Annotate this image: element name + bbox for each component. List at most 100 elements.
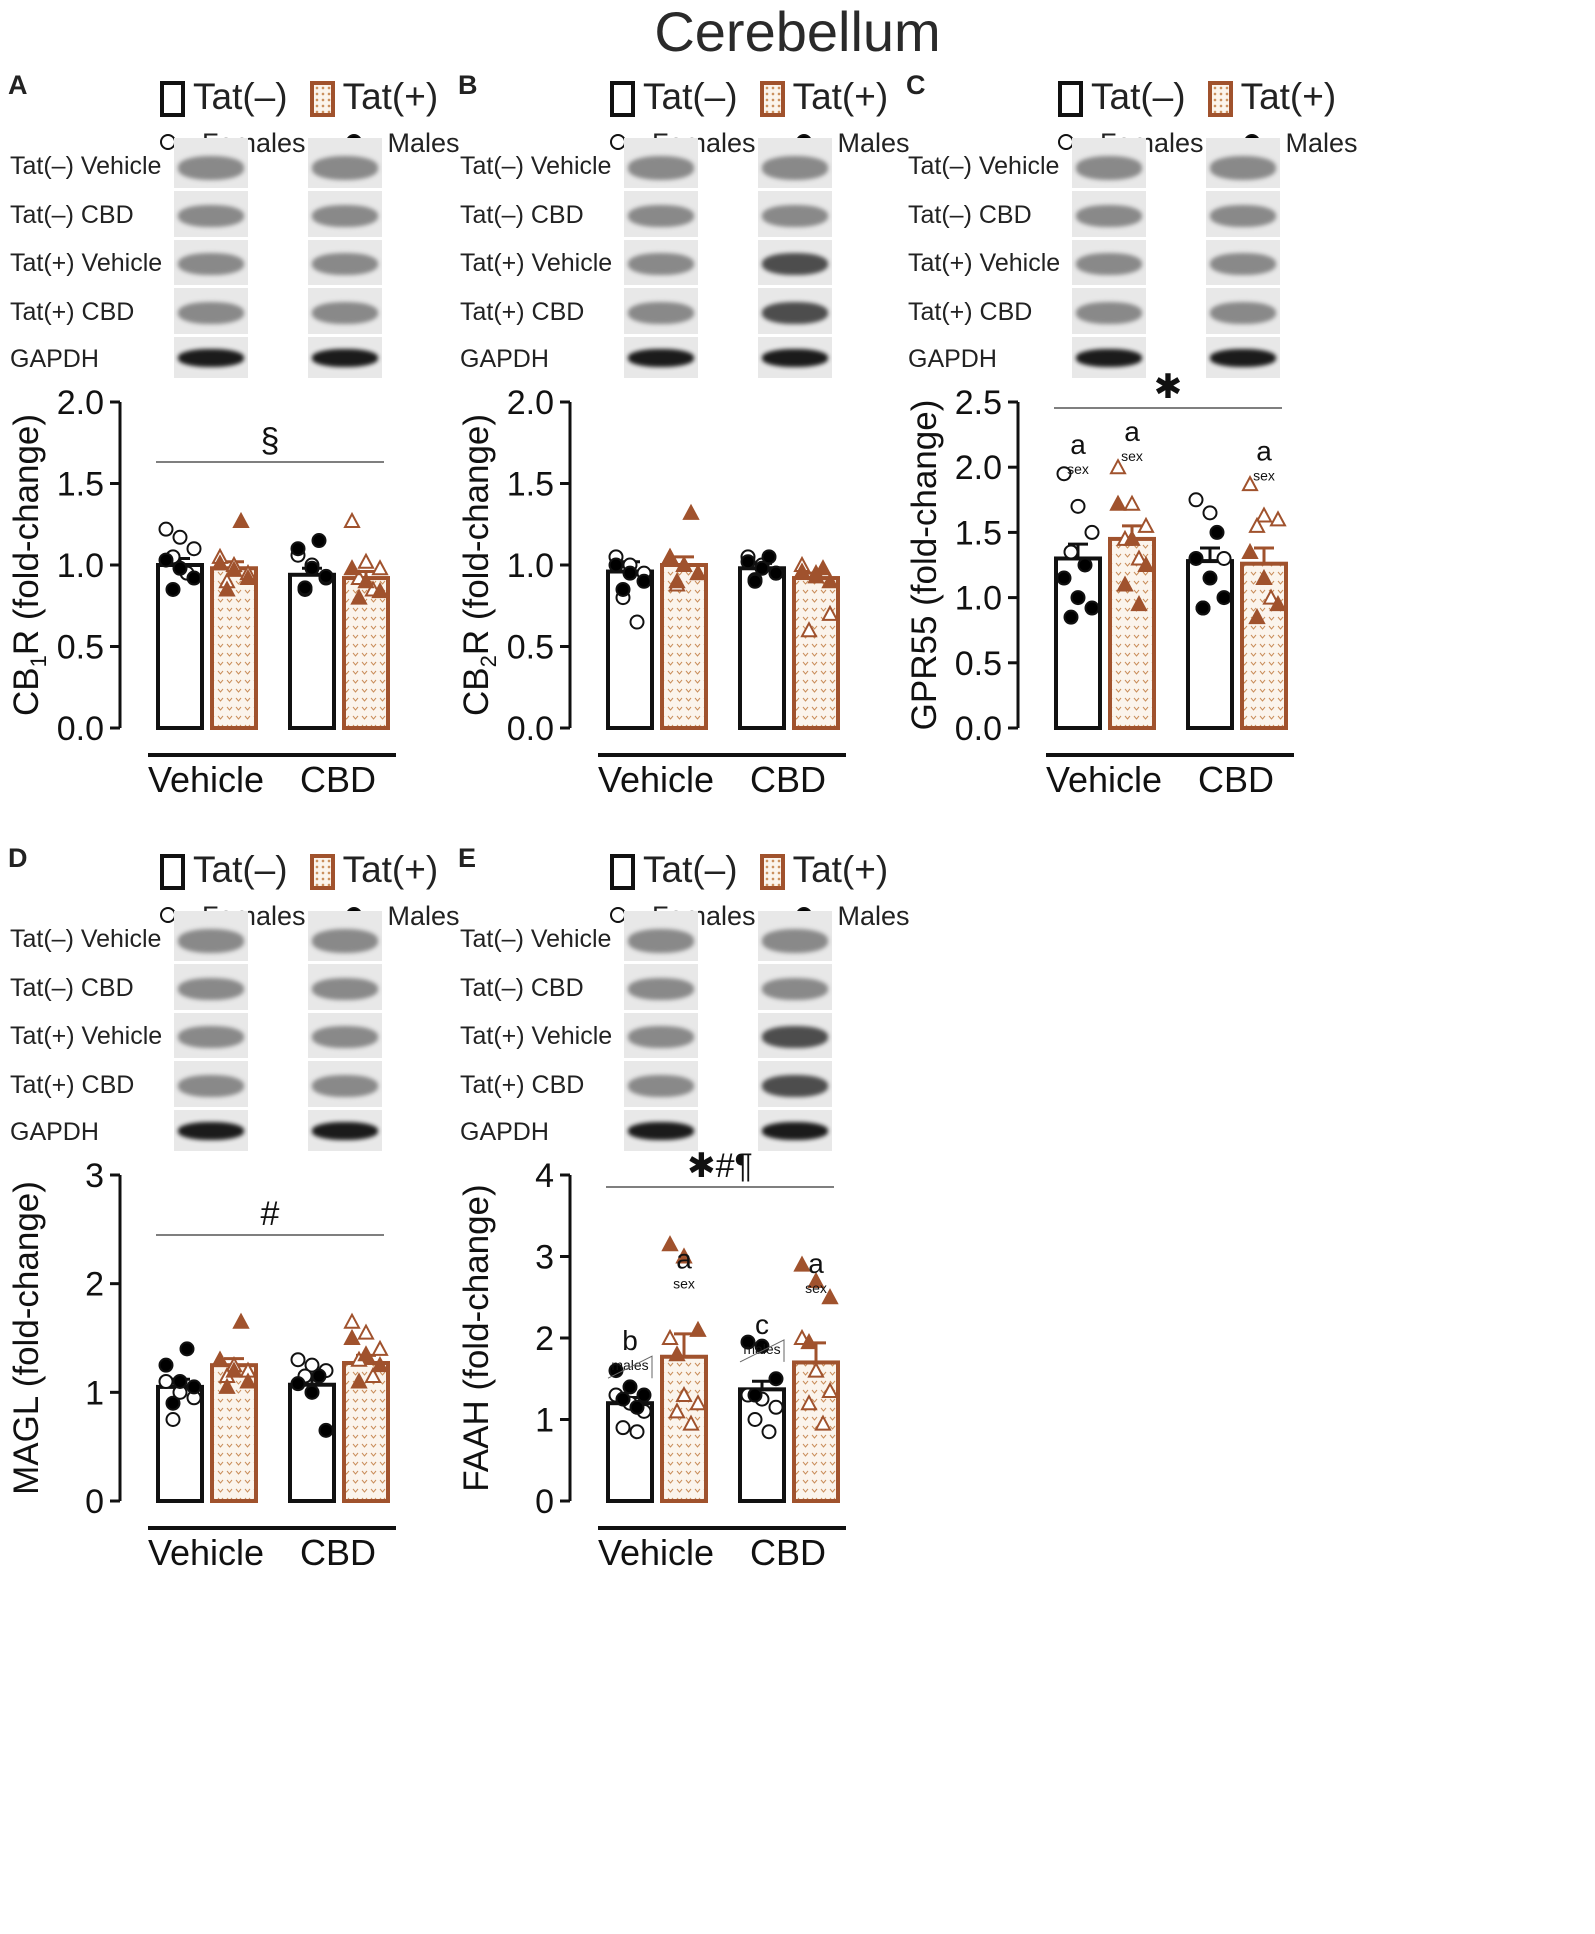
blot-separator bbox=[308, 334, 382, 337]
protein-band bbox=[177, 205, 245, 227]
male-data-point bbox=[232, 511, 250, 528]
male-data-point bbox=[622, 1379, 638, 1395]
male-data-point bbox=[165, 1395, 181, 1411]
female-data-point bbox=[357, 552, 375, 569]
male-data-point bbox=[350, 588, 368, 605]
female-data-point bbox=[364, 1366, 382, 1384]
male-data-point bbox=[747, 1387, 763, 1403]
protein-band bbox=[1075, 205, 1143, 227]
male-data-point bbox=[1123, 529, 1141, 546]
tat-neg-swatch bbox=[1058, 81, 1083, 117]
posthoc-bracket bbox=[607, 1355, 653, 1379]
female-data-point bbox=[629, 1424, 645, 1440]
protein-band bbox=[627, 1026, 695, 1048]
female-data-point bbox=[1188, 492, 1204, 508]
male-data-point bbox=[239, 568, 257, 586]
protein-band bbox=[761, 156, 829, 180]
female-data-point bbox=[1070, 498, 1086, 514]
blot-separator bbox=[1206, 285, 1280, 288]
male-data-point bbox=[689, 564, 707, 581]
protein-band bbox=[311, 978, 379, 1000]
western-blot-lane bbox=[624, 911, 698, 1151]
blot-row-label: Tat(–) CBD bbox=[10, 201, 134, 229]
blot-separator bbox=[758, 1058, 832, 1061]
blot-separator bbox=[624, 237, 698, 240]
posthoc-note: males bbox=[611, 1357, 648, 1373]
male-data-point bbox=[343, 1328, 361, 1345]
tat-pos-label: Tat(+) bbox=[792, 849, 889, 890]
male-data-point bbox=[668, 1345, 686, 1362]
protein-band bbox=[177, 156, 245, 180]
blot-row-label: Tat(–) CBD bbox=[10, 974, 134, 1002]
female-data-point bbox=[682, 1414, 700, 1431]
female-data-point bbox=[1216, 550, 1232, 566]
protein-band bbox=[311, 349, 379, 367]
blot-row-label: Tat(+) CBD bbox=[460, 298, 585, 326]
blot-separator bbox=[758, 237, 832, 240]
female-data-point bbox=[304, 1357, 320, 1373]
male-data-point bbox=[747, 573, 763, 589]
blot-separator bbox=[308, 961, 382, 964]
female-data-point bbox=[1056, 466, 1072, 482]
tat-pos-swatch bbox=[309, 854, 335, 890]
blot-separator bbox=[624, 1010, 698, 1013]
male-data-point bbox=[211, 1350, 229, 1367]
male-data-point bbox=[636, 573, 652, 589]
blot-row-label: Tat(–) CBD bbox=[460, 201, 584, 229]
female-data-point bbox=[629, 614, 645, 630]
y-tick-label: 0.0 bbox=[57, 710, 104, 748]
males-label: Males bbox=[1285, 128, 1358, 158]
posthoc-note: males bbox=[743, 1341, 780, 1357]
legend-groups: Tat(–) Tat(+) bbox=[1058, 76, 1336, 118]
male-data-point bbox=[172, 560, 188, 576]
male-data-point bbox=[357, 1345, 375, 1362]
blot-row-label: Tat(–) Vehicle bbox=[908, 152, 1060, 180]
male-data-point bbox=[290, 541, 306, 557]
male-data-point bbox=[1188, 550, 1204, 566]
western-blot-lane bbox=[174, 911, 248, 1151]
western-blot-lane bbox=[758, 138, 832, 378]
protein-band bbox=[311, 1122, 379, 1140]
panel-letter: E bbox=[458, 843, 477, 873]
blot-separator bbox=[174, 1058, 248, 1061]
female-data-point bbox=[668, 1402, 686, 1419]
female-data-point bbox=[747, 1412, 763, 1427]
tat-pos-label: Tat(+) bbox=[342, 849, 439, 890]
protein-band bbox=[627, 978, 695, 1000]
protein-band bbox=[761, 1075, 829, 1097]
female-data-point bbox=[821, 1381, 839, 1398]
y-tick-label: 3 bbox=[535, 1239, 554, 1277]
female-data-point bbox=[343, 1312, 361, 1329]
posthoc-letter: c bbox=[755, 1309, 769, 1340]
male-data-point bbox=[1056, 570, 1072, 586]
y-axis-label: CB1R (fold-change) bbox=[7, 414, 51, 716]
blot-row-label: Tat(–) Vehicle bbox=[460, 152, 612, 180]
blot-separator bbox=[1072, 285, 1146, 288]
bar-tat-neg-cbd bbox=[738, 566, 786, 730]
blot-separator bbox=[174, 334, 248, 337]
y-tick-label: 0 bbox=[535, 1483, 554, 1521]
male-data-point bbox=[761, 549, 777, 565]
female-data-point bbox=[371, 1339, 389, 1356]
x-category-label: Vehicle bbox=[148, 759, 264, 800]
male-data-point bbox=[615, 581, 631, 597]
y-axis-label: FAAH (fold-change) bbox=[457, 1184, 496, 1491]
male-data-point bbox=[371, 1356, 389, 1373]
posthoc-bracket bbox=[739, 1339, 785, 1363]
female-data-point bbox=[172, 529, 188, 545]
y-tick-label: 0 bbox=[85, 1483, 104, 1521]
western-blot-lane bbox=[308, 911, 382, 1151]
blot-row-label: Tat(+) CBD bbox=[10, 298, 135, 326]
protein-band bbox=[177, 978, 245, 1000]
blot-separator bbox=[308, 1058, 382, 1061]
posthoc-note: sex bbox=[1067, 461, 1089, 477]
x-category-label: CBD bbox=[1198, 759, 1274, 800]
blot-separator bbox=[174, 285, 248, 288]
protein-band bbox=[311, 156, 379, 180]
blot-separator bbox=[1072, 237, 1146, 240]
protein-band bbox=[177, 349, 245, 367]
posthoc-letter: a bbox=[1070, 429, 1086, 460]
blot-separator bbox=[1206, 237, 1280, 240]
protein-band bbox=[1209, 253, 1277, 275]
